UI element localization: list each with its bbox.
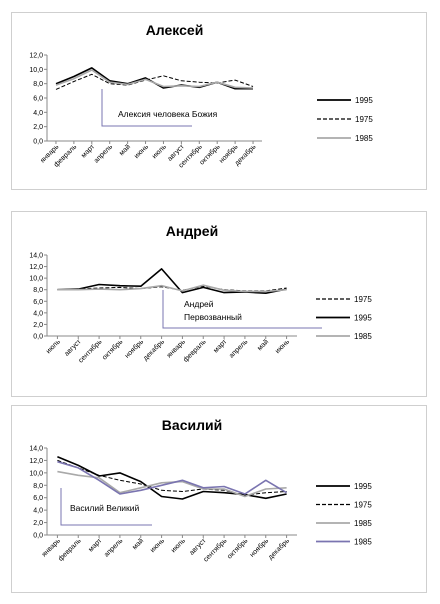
y-tick-label: 0,0 [33, 139, 43, 146]
x-tick-label: май [131, 537, 146, 552]
chart-svg-3: Василий0,02,04,06,08,010,012,014,0январь… [29, 417, 372, 563]
legend-label: 1985 [354, 332, 372, 341]
chart-panel-3: Василий 0,0 2,0 4,0 6,0 8,0 10,0 12,0 14,0 январь… [11, 405, 427, 593]
y-tick-label: 10,0 [29, 470, 43, 477]
annotation-text: Андрей [184, 299, 214, 309]
x-tick-label: февраль [57, 537, 83, 563]
x-tick-label: октябрь [226, 537, 250, 561]
y-tick-label: 8,0 [33, 483, 43, 490]
x-tick-label: июль [45, 338, 62, 355]
x-tick-label: июнь [149, 537, 166, 554]
x-tick-label: апрель [103, 537, 124, 558]
chart-title: Андрей [166, 223, 218, 239]
series-line-1975-1 [55, 73, 254, 90]
x-tick-label: август [63, 338, 83, 358]
legend-label: 1995 [355, 96, 373, 105]
y-tick-label: 2,0 [33, 124, 43, 131]
y-tick-label: 12,0 [29, 53, 43, 60]
y-tick-label: 4,0 [33, 310, 43, 317]
y-tick-label: 8,0 [33, 81, 43, 88]
annotation-bracket [101, 89, 192, 127]
x-tick-label: октябрь [198, 143, 222, 167]
x-tick-label: июль [170, 537, 187, 554]
y-tick-label: 6,0 [33, 96, 43, 103]
y-tick-label: 14,0 [29, 253, 43, 260]
series-line-1995-1 [57, 268, 287, 294]
y-tick-label: 2,0 [33, 322, 43, 329]
series-line-1995-0 [57, 455, 287, 500]
y-tick-label: 6,0 [33, 299, 43, 306]
x-tick-label: март [212, 338, 229, 355]
x-tick-label: март [87, 537, 104, 554]
x-tick-label: октябрь [101, 338, 125, 362]
chart-svg-1: Алексей0,02,04,06,08,010,012,0январьфевр… [29, 22, 373, 169]
legend-label: 1985 [354, 538, 372, 547]
x-tick-label: февраль [182, 338, 208, 364]
y-tick-label: 12,0 [29, 458, 43, 465]
legend-label: 1985 [355, 134, 373, 143]
chart-panel-1: Алексей 0,0 2,0 4,0 6,0 8,0 10,0 12,0 январь февр… [11, 12, 427, 190]
chart-panel-2: Андрей 0,0 2,0 4,0 6,0 8,0 10,0 12,0 14,0 июль авг… [11, 211, 427, 397]
y-tick-label: 10,0 [29, 276, 43, 283]
y-tick-label: 4,0 [33, 110, 43, 117]
x-tick-label: декабрь [142, 338, 167, 363]
legend-label: 1975 [354, 501, 372, 510]
y-tick-label: 10,0 [29, 67, 43, 74]
annotation-bracket [60, 488, 152, 526]
annotation-text: Алексия человека Божия [118, 109, 218, 119]
x-tick-label: август [188, 537, 208, 557]
y-tick-label: 12,0 [29, 264, 43, 271]
legend-label: 1975 [354, 295, 372, 304]
x-tick-label: июнь [274, 338, 291, 355]
chart-svg-2: Андрей 0,0 2,0 4,0 6,0 8,0 10,0 12,0 14,0 июль авг… [29, 223, 372, 364]
annotation-bracket [162, 290, 322, 329]
x-tick-label: апрель [228, 338, 249, 359]
x-tick-label: декабрь [267, 537, 292, 562]
y-tick-label: 8,0 [33, 287, 43, 294]
annotation-text: Василий Великий [70, 503, 140, 513]
chart-title: Алексей [146, 22, 204, 38]
legend-label: 1985 [354, 519, 372, 528]
y-tick-label: 0,0 [33, 334, 43, 341]
series-line-1985-2 [55, 69, 254, 89]
chart-title: Василий [162, 417, 222, 433]
x-tick-label: май [117, 143, 132, 158]
legend-label: 1975 [355, 115, 373, 124]
x-tick-label: май [256, 338, 271, 353]
annotation-text: Первозванный [184, 312, 242, 322]
legend-label: 1995 [354, 482, 372, 491]
legend-label: 1995 [354, 314, 372, 323]
y-tick-label: 2,0 [33, 520, 43, 527]
y-tick-label: 4,0 [33, 508, 43, 515]
series-line-1985-3 [57, 460, 288, 495]
series-line-1985-2 [57, 284, 287, 293]
x-tick-label: апрель [93, 143, 114, 164]
x-tick-label: июнь [133, 143, 150, 160]
y-tick-label: 6,0 [33, 495, 43, 502]
y-tick-label: 14,0 [29, 446, 43, 453]
y-tick-label: 0,0 [33, 533, 43, 540]
